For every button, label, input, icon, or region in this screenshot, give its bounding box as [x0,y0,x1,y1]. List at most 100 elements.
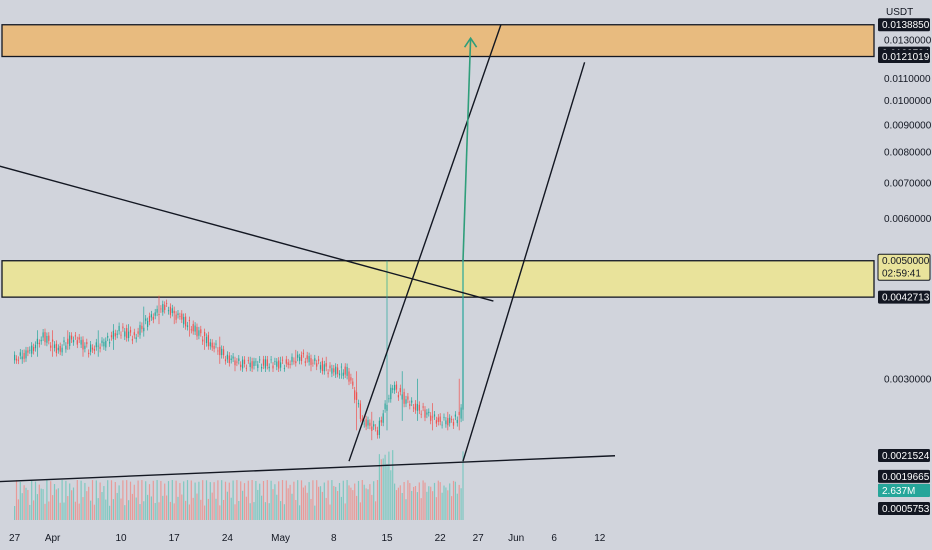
candle-body [369,422,371,426]
candle-body [280,362,282,368]
x-tick-label: 27 [9,533,21,544]
volume-bar [350,487,352,520]
volume-bar [186,480,189,520]
volume-bar [394,483,396,520]
volume-bar [65,480,67,520]
candle-body [428,411,430,414]
volume-bar [373,481,375,520]
candle-body [359,403,361,419]
volume-bar [357,480,360,520]
volume-bar [270,480,272,520]
volume-bar [211,492,213,520]
channel-left-line [348,24,502,462]
price-tag-label: 0.0121019 [882,52,930,63]
candle-body [228,355,230,364]
volume-bar [375,501,377,520]
candle-body [145,318,147,321]
candle-body [316,363,318,367]
volume-bar [110,480,113,520]
volume-bar [331,480,333,520]
candle-body [97,345,99,347]
volume-bar [304,485,306,520]
candle-body [308,356,310,363]
candle-body [304,361,306,363]
candle-body [285,359,287,364]
volume-bar [150,496,152,520]
volume-bar [386,463,388,520]
volume-bar [103,486,105,520]
volume-bar [196,493,198,520]
volume-bar [276,494,278,520]
volume-bar [451,496,453,520]
volume-bar [272,489,274,520]
x-axis: 27 Apr 10 17 24 May 8 15 22 27 Jun 6 12 [9,533,606,544]
candle-body [420,413,422,415]
candle-body [55,343,57,354]
candle-body [344,366,346,375]
candle-body [14,354,16,361]
volume-bar [40,488,42,520]
x-tick-label: 24 [222,533,234,544]
candle-body [405,399,407,404]
volume-tag [878,484,930,497]
volume-bar [278,481,280,520]
candle-body [112,330,114,340]
candle-body [367,420,369,426]
price-tag [878,448,930,462]
volume-bar [14,506,16,520]
candle-body [217,350,219,352]
volume-bar [27,489,29,520]
volume-bar [55,489,57,520]
volume-bar [207,498,209,520]
volume-bar [310,498,312,520]
volume-bar [158,502,160,520]
volume-bar [88,486,90,520]
candle-body [403,392,405,404]
candle-body [118,325,120,332]
candle-body [447,418,449,426]
candle-body [281,359,284,361]
candle-body [384,403,386,410]
volume-bar [456,493,458,520]
volume-bar [363,484,365,520]
volume-bar [175,480,177,520]
volume-bar [243,483,246,520]
volume-bar [84,482,86,520]
volume-bar [166,495,168,520]
candle-body [293,360,295,362]
volume-bar [25,487,27,520]
volume-bar [154,502,156,520]
candle-body [297,354,299,358]
candle-body [63,340,65,343]
candle-body [80,340,82,345]
volume-bar [437,480,439,520]
volume-bar [316,480,318,520]
candle-body [25,350,27,359]
volume-bar [291,493,293,520]
volume-bar [283,504,285,520]
volume-bar [342,480,344,520]
candle-body [346,366,348,376]
candle-body [433,414,436,417]
candle-body [65,345,67,350]
candle-body [242,359,244,369]
candle-body [154,312,156,316]
volume-bar [299,505,301,520]
volume-bar [306,492,308,520]
trendlines-layer [0,24,616,483]
projection-arrow [462,38,472,261]
volume-bar [141,480,143,520]
volume-bar [249,503,251,520]
volume-bar [205,480,208,520]
candle-body [240,364,242,368]
volume-bar [302,487,304,520]
volume-bar [226,491,228,520]
volume-bar [388,451,390,520]
candle-body [249,362,251,368]
candle-body [452,421,455,426]
candle-body [150,314,152,318]
volume-bar [29,504,31,520]
volume-level-tag-label: 0.0005753 [882,504,930,515]
volume-bar [257,489,259,520]
